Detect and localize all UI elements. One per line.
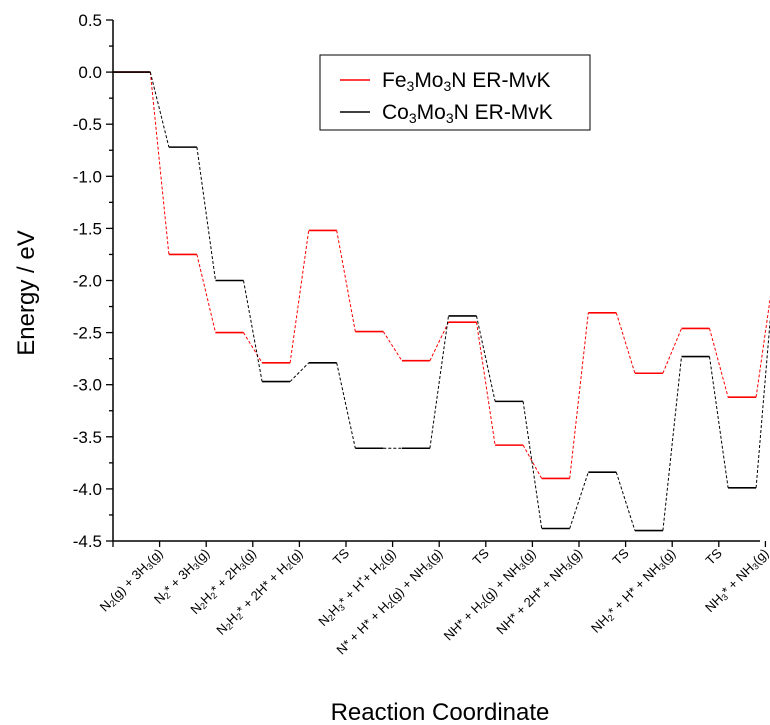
connector-line (382, 331, 403, 362)
x-tick-label: TS (470, 545, 493, 568)
connector-line (709, 328, 729, 398)
connector-line (476, 322, 496, 446)
y-tick-label: -4.0 (73, 480, 102, 499)
y-tick-label: 0.5 (78, 11, 102, 30)
connector-line (662, 328, 682, 374)
y-tick-label: -2.5 (73, 324, 102, 343)
x-tick-label: N2H3* + H*+ H2(g) (315, 546, 399, 630)
connector-line (615, 312, 636, 374)
connector-line (476, 315, 496, 402)
x-tick-label: TS (703, 545, 726, 568)
y-axis-label: Energy / eV (13, 230, 40, 355)
series-fe3mo3n (113, 71, 770, 480)
axes-layer (106, 19, 767, 547)
x-tick-label: N2(g) + 3H3(g) (97, 546, 167, 616)
y-tick-labels: 0.5 0.0 -0.5 -1.0 -1.5 -2.0 -2.5 -3.0 -3.5 -4.0 -4… (73, 11, 102, 551)
connector-line (522, 401, 543, 529)
series-co3mo3n (113, 71, 770, 532)
connector-line (662, 356, 682, 531)
connector-line (522, 444, 543, 479)
connector-line (196, 147, 216, 281)
connector-line (243, 280, 263, 382)
legend-box (319, 54, 591, 131)
connector-line (289, 230, 310, 363)
x-tick-labels: N2(g) + 3H3(g)N2* + 3H3(g)N2H2* + 2H3(g)… (97, 545, 770, 657)
connector-line (429, 315, 449, 449)
connector-line (615, 472, 636, 531)
connector-line (569, 472, 589, 529)
x-tick-label: TS (609, 545, 632, 568)
connector-line (336, 230, 356, 332)
legend-label: Fe3Mo3N ER-MvK (382, 69, 550, 94)
connector-line (289, 362, 310, 382)
y-tick-label: -3.0 (73, 376, 102, 395)
connector-line (429, 321, 449, 361)
legend-label: Co3Mo3N ER-MvK (382, 101, 553, 126)
y-tick-label: -3.5 (73, 428, 102, 447)
connector-line (196, 254, 216, 333)
series-layer (113, 71, 770, 532)
x-tick-label: NH* + 2H* + NH3(g) (493, 546, 586, 639)
connector-line (709, 356, 729, 488)
connector-line (149, 71, 170, 148)
connector-line (336, 362, 356, 449)
x-tick-label: TS (330, 545, 353, 568)
x-axis-label: Reaction Coordinate (331, 699, 550, 725)
y-tick-label: -1.5 (73, 219, 102, 238)
connector-line (149, 72, 170, 255)
connector-line (755, 316, 770, 488)
connector-line (243, 332, 263, 364)
y-tick-label: -2.0 (73, 272, 102, 291)
x-tick-label: N2H2* + 2H* + H2(g) (213, 546, 306, 639)
y-tick-label: 0.0 (78, 63, 102, 82)
connector-line (569, 312, 589, 479)
connector-line (755, 296, 770, 398)
y-tick-label: -0.5 (73, 115, 102, 134)
x-tick-label: NH2* + H* + NH3(g) (588, 546, 679, 637)
legend: Fe3Mo3N ER-MvK Co3Mo3N ER-MvK (319, 54, 591, 131)
y-tick-label: -4.5 (73, 532, 102, 551)
y-tick-label: -1.0 (73, 167, 102, 186)
